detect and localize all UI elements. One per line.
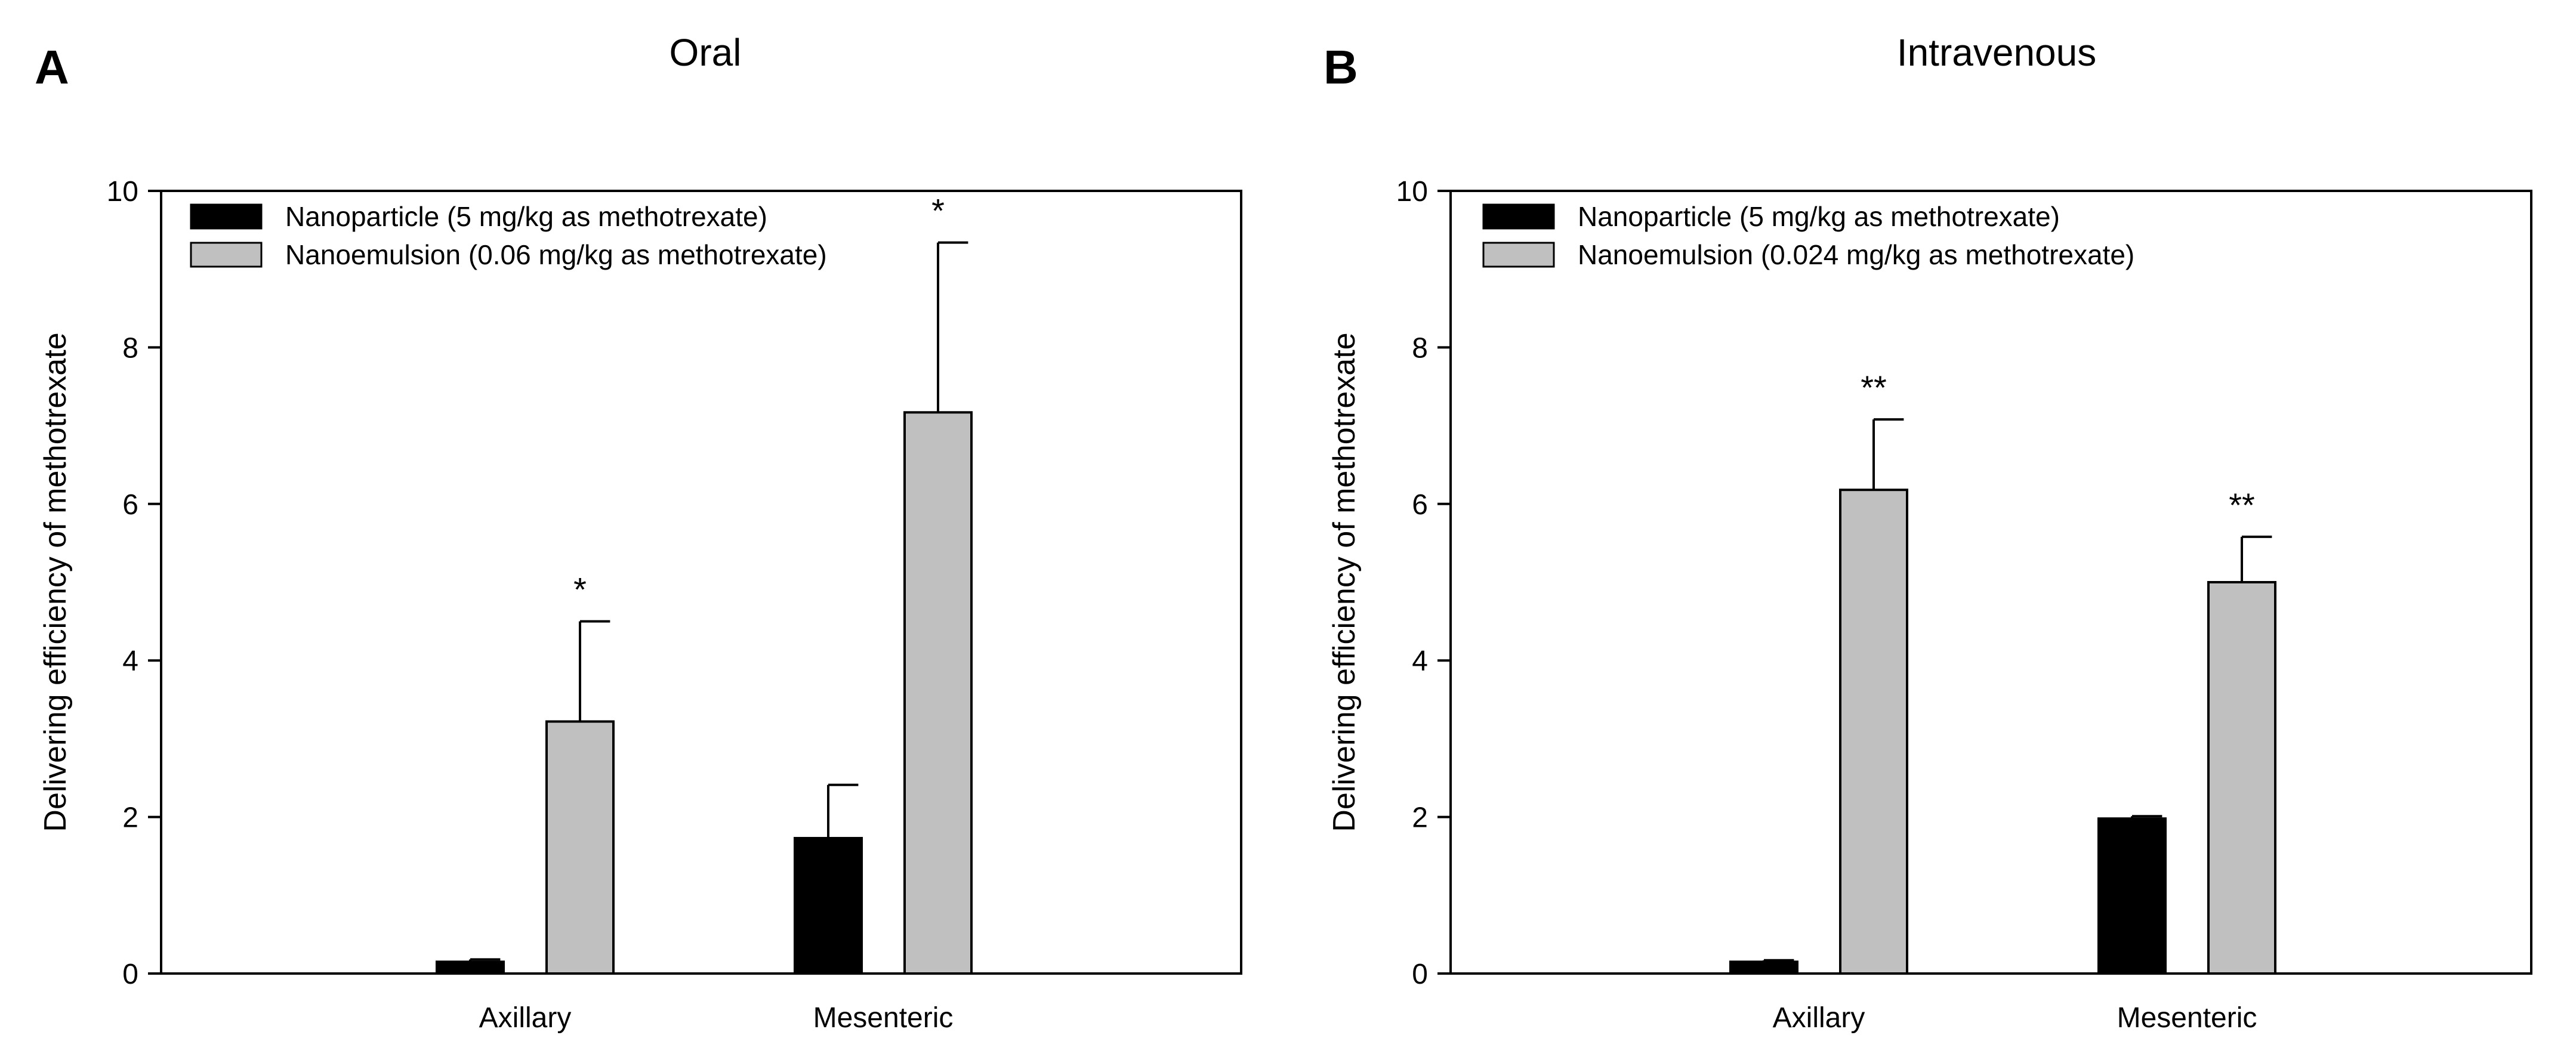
x-tick-label: Mesenteric	[813, 1002, 954, 1034]
x-tick-label: Axillary	[479, 1002, 572, 1034]
y-tick-label: 0	[1412, 959, 1428, 990]
y-tick-label: 6	[1412, 489, 1428, 521]
legend-swatch	[1482, 203, 1555, 230]
panel-letter: A	[35, 41, 69, 94]
y-tick-label: 8	[1412, 332, 1428, 364]
bar-nanoparticle-axillary	[436, 960, 505, 975]
y-axis-label: Delivering efficiency of methotrexate	[1327, 332, 1362, 832]
x-tick-label: Mesenteric	[2117, 1002, 2257, 1034]
significance-marker: **	[1861, 369, 1887, 406]
y-tick-label: 10	[107, 176, 138, 208]
panel-letter: B	[1324, 41, 1358, 94]
y-tick-label: 0	[122, 959, 138, 990]
bar-nanoparticle-axillary	[1729, 960, 1798, 975]
chart-title: Oral	[670, 31, 742, 74]
y-tick-label: 6	[122, 489, 138, 521]
x-tick-label: Axillary	[1773, 1002, 1865, 1034]
significance-marker: *	[573, 571, 587, 608]
y-tick-label: 4	[122, 645, 138, 677]
chart-title: Intravenous	[1897, 31, 2096, 74]
y-tick-label: 4	[1412, 645, 1428, 677]
y-tick-label: 10	[1396, 176, 1428, 208]
legend: Nanoparticle (5 mg/kg as methotrexate) Na…	[190, 201, 827, 270]
legend: Nanoparticle (5 mg/kg as methotrexate) Na…	[1482, 201, 2134, 270]
legend-label: Nanoemulsion (0.024 mg/kg as methotrexat…	[1578, 239, 2134, 270]
panel-a: A Oral Delivering efficiency of methotrexa…	[35, 31, 1242, 1034]
bar-nanoparticle-mesenteric	[794, 837, 863, 975]
legend-label: Nanoemulsion (0.06 mg/kg as methotrexate…	[285, 239, 827, 270]
plot-frame	[160, 190, 1242, 975]
y-tick-label: 8	[122, 332, 138, 364]
legend-label: Nanoparticle (5 mg/kg as methotrexate)	[285, 201, 767, 232]
bar-nanoemulsion-axillary	[1839, 489, 1908, 975]
bar-nanoemulsion-mesenteric	[903, 411, 973, 975]
bar-nanoparticle-mesenteric	[2097, 817, 2167, 975]
plot-frame	[1449, 190, 2532, 975]
legend-swatch	[190, 242, 263, 268]
y-tick-label: 2	[1412, 802, 1428, 834]
bar-nanoemulsion-axillary	[545, 720, 615, 975]
legend-label: Nanoparticle (5 mg/kg as methotrexate)	[1578, 201, 2060, 232]
legend-swatch	[1482, 242, 1555, 268]
bar-nanoemulsion-mesenteric	[2207, 581, 2276, 975]
significance-marker: **	[2229, 486, 2255, 524]
significance-marker: *	[931, 192, 945, 230]
y-tick-label: 2	[122, 802, 138, 834]
panel-b: B Intravenous Delivering efficiency of met…	[1324, 31, 2532, 1034]
legend-swatch	[190, 203, 263, 230]
y-axis-label: Delivering efficiency of methotrexate	[38, 332, 73, 832]
